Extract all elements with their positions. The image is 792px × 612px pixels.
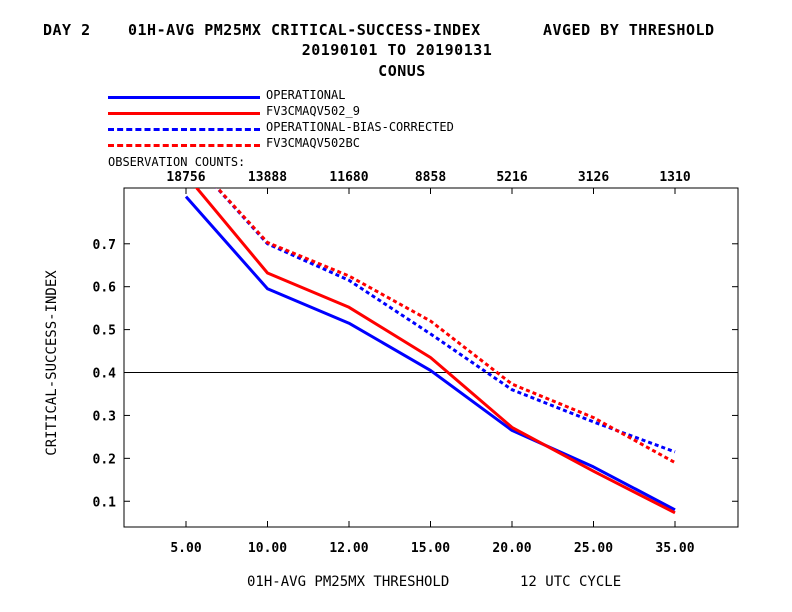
observation-count: 11680 [329, 170, 368, 185]
title-main: 01H-AVG PM25MX CRITICAL-SUCCESS-INDEX [128, 21, 481, 39]
series-line-fv3cmaqv502-9 [194, 188, 676, 515]
x-tick-label: 5.00 [170, 541, 201, 556]
legend-label: FV3CMAQV502BC [266, 136, 360, 150]
x-tick-label: 10.00 [248, 541, 287, 556]
series-line-operational-bias-corrected [215, 188, 676, 454]
observation-count: 8858 [415, 170, 446, 185]
y-tick-label: 0.7 [93, 238, 116, 253]
x-axis-cycle-label: 12 UTC CYCLE [520, 574, 622, 590]
title-day: DAY 2 [43, 21, 91, 39]
x-axis-label: 01H-AVG PM25MX THRESHOLD [247, 574, 450, 590]
title-region: CONUS [378, 62, 426, 80]
title-right: AVGED BY THRESHOLD [543, 21, 715, 39]
legend-swatch [108, 112, 260, 115]
legend-label: OPERATIONAL [266, 88, 346, 102]
y-tick-label: 0.2 [93, 452, 116, 467]
y-tick-label: 0.4 [93, 367, 117, 382]
x-tick-label: 20.00 [492, 541, 531, 556]
legend-label: FV3CMAQV502_9 [266, 104, 360, 118]
title-date-range: 20190101 TO 20190131 [301, 41, 493, 59]
observation-count: 18756 [166, 170, 205, 185]
y-tick-label: 0.6 [93, 281, 117, 296]
y-tick-label: 0.1 [93, 495, 117, 510]
observation-count: 5216 [496, 170, 527, 185]
x-tick-label: 25.00 [574, 541, 613, 556]
series-line-fv3cmaqv502bc [215, 188, 676, 464]
legend-label: OPERATIONAL-BIAS-CORRECTED [266, 120, 454, 134]
x-tick-label: 15.00 [411, 541, 450, 556]
legend-swatch [108, 96, 260, 99]
observation-count: 3126 [578, 170, 609, 185]
x-tick-label: 12.00 [329, 541, 368, 556]
legend-swatch [108, 128, 260, 131]
x-tick-label: 35.00 [655, 541, 694, 556]
legend-swatch [108, 144, 260, 147]
y-tick-label: 0.5 [93, 324, 116, 339]
y-tick-label: 0.3 [93, 409, 116, 424]
observation-count: 13888 [248, 170, 287, 185]
observation-counts-label: OBSERVATION COUNTS: [108, 155, 246, 169]
series-line-operational [184, 195, 676, 512]
observation-count: 1310 [659, 170, 690, 185]
